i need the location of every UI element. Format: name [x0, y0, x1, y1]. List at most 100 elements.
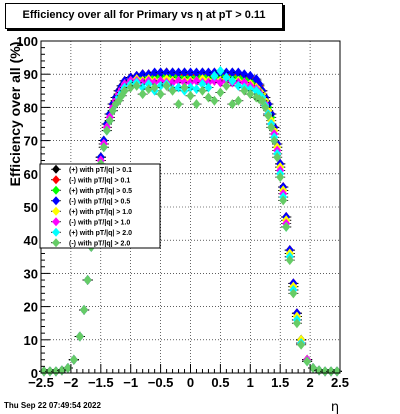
- data-point: [255, 79, 264, 90]
- data-point: [228, 75, 237, 86]
- data-point: [120, 85, 129, 96]
- data-point: [75, 331, 84, 342]
- data-point: [292, 318, 301, 329]
- data-point: [333, 366, 342, 377]
- data-point: [168, 77, 177, 88]
- x-axis-label: η: [331, 400, 339, 414]
- data-point: [192, 99, 201, 110]
- title-box: Efficiency over all for Primary vs η at …: [5, 3, 283, 29]
- data-point: [51, 366, 60, 377]
- data-point: [192, 84, 201, 95]
- data-point: [246, 89, 255, 100]
- data-point: [168, 67, 177, 78]
- legend-entry-label: (+) with pT/|q| > 1.0: [69, 209, 132, 216]
- x-tick-label: 2: [306, 375, 313, 390]
- y-tick-label: 80: [24, 100, 38, 115]
- y-tick-label: 20: [24, 300, 38, 315]
- data-point: [204, 82, 213, 93]
- data-point: [228, 99, 237, 110]
- data-point: [204, 67, 213, 78]
- data-point: [192, 67, 201, 78]
- legend: (+) with pT/|q| > 0.1 (-) with pT/|q| > 0…: [39, 163, 161, 249]
- data-point: [150, 67, 159, 78]
- data-point: [234, 95, 243, 106]
- data-point: [162, 67, 171, 78]
- data-point: [138, 82, 147, 93]
- data-point: [174, 67, 183, 78]
- data-point: [204, 92, 213, 103]
- data-point: [186, 67, 195, 78]
- data-point: [327, 366, 336, 377]
- data-point: [108, 105, 117, 116]
- data-point: [240, 85, 249, 96]
- data-point: [174, 99, 183, 110]
- y-tick-label: 50: [24, 200, 38, 215]
- data-point: [216, 87, 225, 98]
- y-tick-label: 70: [24, 134, 38, 149]
- data-point: [132, 80, 141, 91]
- data-point: [261, 102, 270, 113]
- data-point: [126, 82, 135, 93]
- data-point: [156, 89, 165, 100]
- legend-entry-label: (-) with pT/|q| > 1.0: [69, 219, 130, 226]
- x-tick-label: −2: [63, 375, 78, 390]
- legend-box: [39, 163, 161, 249]
- x-tick-label: −1: [123, 375, 138, 390]
- legend-entry-label: (-) with pT/|q| > 2.0: [69, 240, 130, 247]
- data-point: [289, 288, 298, 299]
- data-point: [138, 89, 147, 100]
- data-point: [198, 85, 207, 96]
- y-tick-label: 0: [31, 366, 38, 381]
- legend-entry-label: (-) with pT/|q| > 0.1: [69, 177, 130, 184]
- data-point: [216, 77, 225, 88]
- data-point: [156, 80, 165, 91]
- data-point: [228, 67, 237, 78]
- data-point: [246, 70, 255, 81]
- data-markers: [38, 65, 343, 377]
- y-tick-label: 40: [24, 233, 38, 248]
- data-point: [186, 90, 195, 101]
- data-point: [303, 356, 312, 367]
- legend-marker: [52, 227, 60, 237]
- data-point: [102, 125, 111, 136]
- data-point: [282, 221, 291, 232]
- legend-marker: [52, 196, 60, 206]
- data-point: [234, 80, 243, 91]
- data-point: [99, 142, 108, 153]
- data-point: [156, 67, 165, 78]
- timestamp: Thu Sep 22 07:49:54 2022: [4, 401, 101, 410]
- legend-marker: [52, 206, 60, 216]
- data-point: [180, 67, 189, 78]
- x-tick-label: 1.5: [271, 375, 289, 390]
- data-point: [45, 366, 54, 377]
- grid: [40, 40, 341, 374]
- data-point: [276, 172, 285, 183]
- y-tick-label: 30: [24, 266, 38, 281]
- x-tick-label: 0: [187, 375, 194, 390]
- data-point: [180, 82, 189, 93]
- data-point: [258, 95, 267, 106]
- data-point: [105, 115, 114, 126]
- data-point: [174, 82, 183, 93]
- data-point: [222, 72, 231, 83]
- y-tick-label: 60: [24, 167, 38, 182]
- data-point: [168, 85, 177, 96]
- legend-marker: [52, 238, 60, 248]
- data-point: [39, 366, 48, 377]
- data-point: [297, 339, 306, 350]
- data-point: [150, 82, 159, 93]
- legend-entry-label: (+) with pT/|q| > 2.0: [69, 230, 132, 237]
- data-point: [216, 65, 225, 76]
- data-point: [210, 70, 219, 81]
- data-point: [273, 152, 282, 163]
- data-point: [192, 75, 201, 86]
- data-point: [63, 363, 72, 374]
- x-tick-label: −1.5: [88, 375, 114, 390]
- data-point: [267, 122, 276, 133]
- data-point: [174, 75, 183, 86]
- legend-marker: [52, 217, 60, 227]
- data-point: [270, 135, 279, 146]
- y-axis-label: Efficiency over all (%): [7, 42, 23, 187]
- y-axis-label-text: Efficiency over all (%): [7, 42, 23, 187]
